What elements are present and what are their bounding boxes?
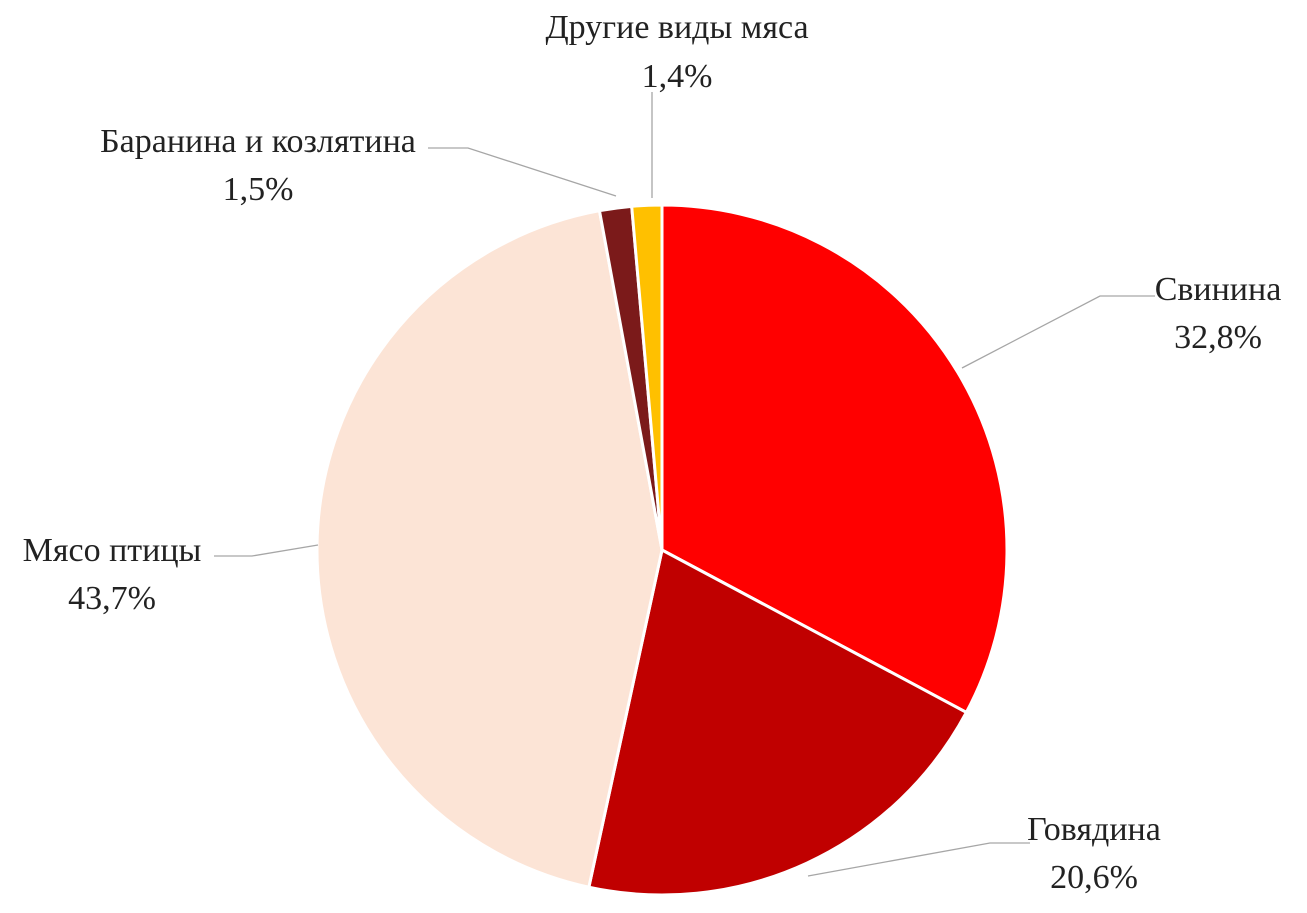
slice-name-label-beef: Говядина (1027, 811, 1161, 848)
pie-slice-pork (660, 203, 1009, 715)
leader-line-beef (807, 842, 1030, 877)
labels-layer: Свинина 32,8% Говядина 20,6% Мясо птицы 43,7%… (23, 9, 1282, 896)
slices-layer (315, 203, 1009, 897)
slice-name-label-other-meat: Другие виды мяса (545, 9, 808, 46)
pie-slice-beef (587, 547, 969, 897)
slice-value-label-mutton-goat: 1,5% (223, 171, 294, 208)
pie-slice-other-meat (630, 203, 664, 551)
leader-lines-layer (214, 92, 1155, 877)
pie-slice-poultry (315, 208, 664, 889)
leader-line-pork (961, 295, 1155, 369)
slice-name-label-mutton-goat: Баранина и козлятина (100, 123, 416, 160)
slice-name-label-pork: Свинина (1155, 271, 1282, 308)
leader-line-poultry (214, 544, 319, 557)
slice-value-label-poultry: 43,7% (68, 580, 156, 617)
slice-value-label-beef: 20,6% (1050, 859, 1138, 896)
slice-value-label-pork: 32,8% (1174, 319, 1262, 356)
leader-line-mutton-goat (428, 147, 617, 197)
slice-value-label-other-meat: 1,4% (642, 58, 713, 95)
slice-name-label-poultry: Мясо птицы (23, 532, 202, 569)
